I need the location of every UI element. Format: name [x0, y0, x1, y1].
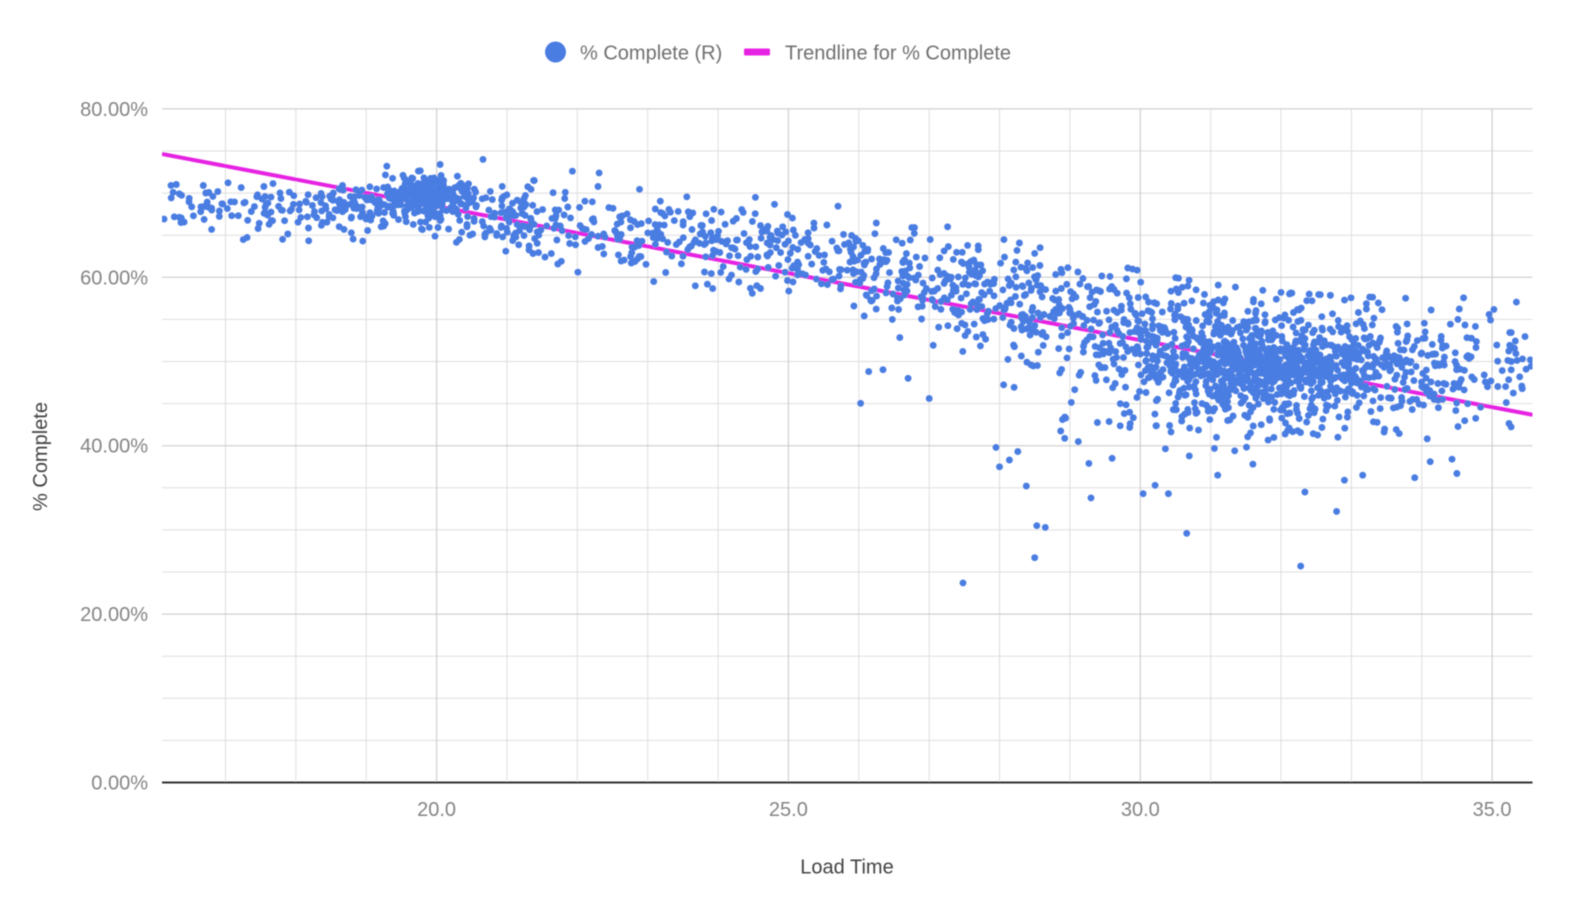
svg-text:% Complete (R): % Complete (R) [580, 43, 722, 65]
svg-text:35.0: 35.0 [1473, 799, 1512, 821]
svg-text:20.00%: 20.00% [80, 604, 148, 626]
svg-text:0.00%: 0.00% [91, 773, 148, 795]
svg-text:60.00%: 60.00% [80, 267, 148, 289]
svg-text:Trendline for % Complete: Trendline for % Complete [785, 43, 1011, 65]
svg-text:20.0: 20.0 [417, 799, 456, 821]
svg-text:% Complete: % Complete [30, 402, 52, 511]
svg-text:25.0: 25.0 [769, 799, 808, 821]
svg-text:Load Time: Load Time [800, 857, 893, 879]
svg-text:80.00%: 80.00% [80, 99, 148, 121]
svg-text:30.0: 30.0 [1121, 799, 1160, 821]
svg-text:40.00%: 40.00% [80, 436, 148, 458]
